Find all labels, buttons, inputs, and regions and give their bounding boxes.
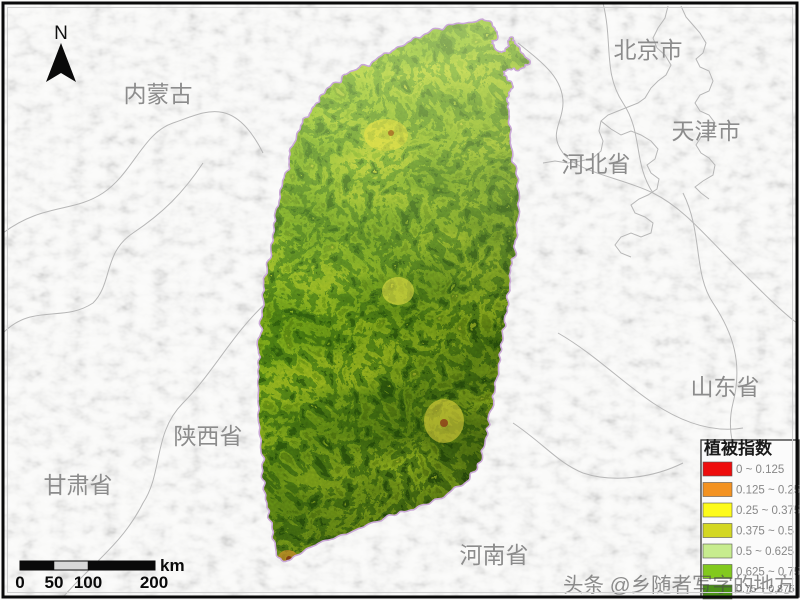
svg-text:N: N bbox=[54, 23, 68, 44]
svg-text:北京市: 北京市 bbox=[614, 37, 683, 63]
svg-text:0 ~ 0.125: 0 ~ 0.125 bbox=[736, 464, 784, 476]
svg-text:0.25 ~ 0.375: 0.25 ~ 0.375 bbox=[736, 505, 800, 517]
svg-text:0: 0 bbox=[15, 573, 24, 592]
svg-text:0.375 ~ 0.5: 0.375 ~ 0.5 bbox=[736, 526, 794, 538]
svg-text:0.5 ~ 0.625: 0.5 ~ 0.625 bbox=[736, 546, 794, 558]
svg-text:陕西省: 陕西省 bbox=[174, 423, 243, 449]
svg-text:100: 100 bbox=[74, 573, 102, 592]
svg-text:天津市: 天津市 bbox=[672, 118, 741, 144]
svg-text:200: 200 bbox=[140, 573, 168, 592]
svg-text:0.125 ~ 0.25: 0.125 ~ 0.25 bbox=[736, 485, 800, 497]
svg-text:河南省: 河南省 bbox=[460, 542, 529, 568]
svg-text:内蒙古: 内蒙古 bbox=[124, 81, 193, 107]
svg-text:山东省: 山东省 bbox=[691, 374, 760, 400]
svg-text:甘肃省: 甘肃省 bbox=[44, 472, 113, 498]
svg-text:植被指数: 植被指数 bbox=[704, 438, 773, 458]
svg-text:河北省: 河北省 bbox=[562, 151, 631, 177]
svg-text:50: 50 bbox=[45, 573, 64, 592]
svg-text:头条 @乡随者写字的地方: 头条 @乡随者写字的地方 bbox=[563, 574, 795, 597]
